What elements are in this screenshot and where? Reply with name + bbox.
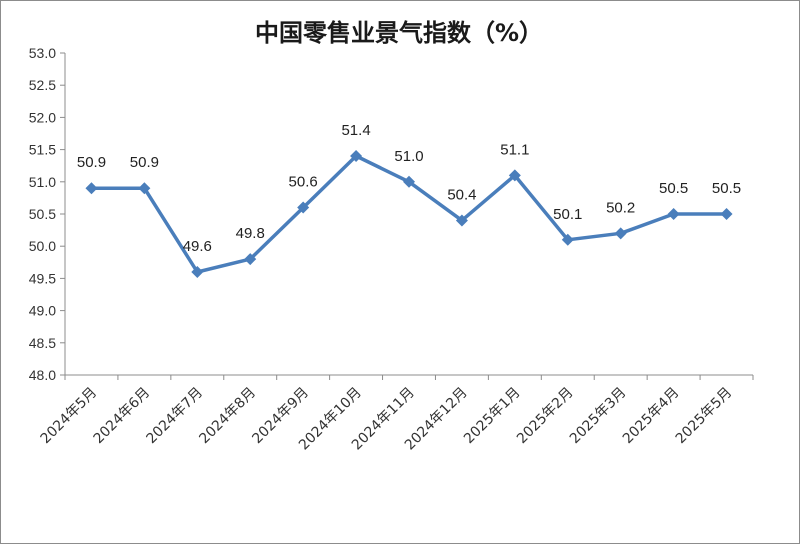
data-point-marker xyxy=(191,265,204,278)
x-tick-label: 2024年6月 xyxy=(91,385,154,448)
x-tick-label: 2024年5月 xyxy=(38,385,101,448)
axes xyxy=(64,53,753,376)
y-tick-label: 50.5 xyxy=(29,206,56,222)
data-point-marker xyxy=(508,169,521,182)
x-tick-label: 2025年3月 xyxy=(567,385,630,448)
data-labels: 50.9 50.9 49.6 49.8 50.6 51.4 51.0 50.4 51.1 50.1… xyxy=(77,122,741,255)
series-line-group xyxy=(85,150,733,278)
x-axis-ticks: 2024年5月2024年6月2024年7月2024年8月2024年9月2024年… xyxy=(38,375,754,453)
data-point-marker xyxy=(667,208,680,220)
data-label: 50.9 xyxy=(130,154,159,171)
y-tick-label: 48.5 xyxy=(29,335,56,351)
data-point-marker xyxy=(720,208,733,220)
x-tick-label: 2025年1月 xyxy=(461,385,524,448)
data-label: 50.2 xyxy=(606,199,635,216)
data-label: 50.5 xyxy=(659,180,688,197)
data-label: 50.4 xyxy=(447,186,476,203)
data-label: 50.5 xyxy=(712,180,741,197)
y-tick-label: 49.5 xyxy=(29,270,56,286)
x-tick-label: 2025年5月 xyxy=(673,385,736,448)
data-point-marker xyxy=(297,201,310,214)
x-tick-label: 2024年7月 xyxy=(144,385,207,448)
chart-title: 中国零售业景气指数（%） xyxy=(255,19,543,47)
data-label: 49.8 xyxy=(236,225,265,242)
y-tick-label: 48.0 xyxy=(29,367,56,383)
y-tick-label: 53.0 xyxy=(29,45,56,61)
data-label: 50.1 xyxy=(553,206,582,223)
data-label: 49.6 xyxy=(183,238,212,255)
x-tick-label: 2024年8月 xyxy=(196,385,259,448)
data-point-marker xyxy=(614,227,627,240)
y-tick-label: 52.5 xyxy=(29,77,56,93)
data-point-marker xyxy=(350,150,363,163)
data-point-marker xyxy=(455,214,468,227)
y-tick-label: 49.0 xyxy=(29,303,56,319)
data-point-marker xyxy=(138,182,151,195)
y-tick-label: 50.0 xyxy=(29,238,56,254)
y-axis-ticks: 48.0 48.5 49.0 49.5 50.0 50.5 51.0 51.5 52.0 52.5… xyxy=(29,45,65,383)
y-tick-label: 52.0 xyxy=(29,109,56,125)
data-label: 51.4 xyxy=(341,122,370,139)
data-point-marker xyxy=(561,233,574,246)
data-point-marker xyxy=(403,175,415,188)
y-tick-label: 51.0 xyxy=(29,174,56,190)
data-point-marker xyxy=(85,182,98,195)
x-tick-label: 2025年4月 xyxy=(620,385,683,448)
x-tick-label: 2025年2月 xyxy=(514,385,577,448)
data-label: 50.9 xyxy=(77,154,106,171)
data-label: 51.0 xyxy=(394,148,423,165)
y-tick-label: 51.5 xyxy=(29,142,56,158)
data-label: 50.6 xyxy=(289,174,318,191)
data-label: 51.1 xyxy=(500,141,529,158)
